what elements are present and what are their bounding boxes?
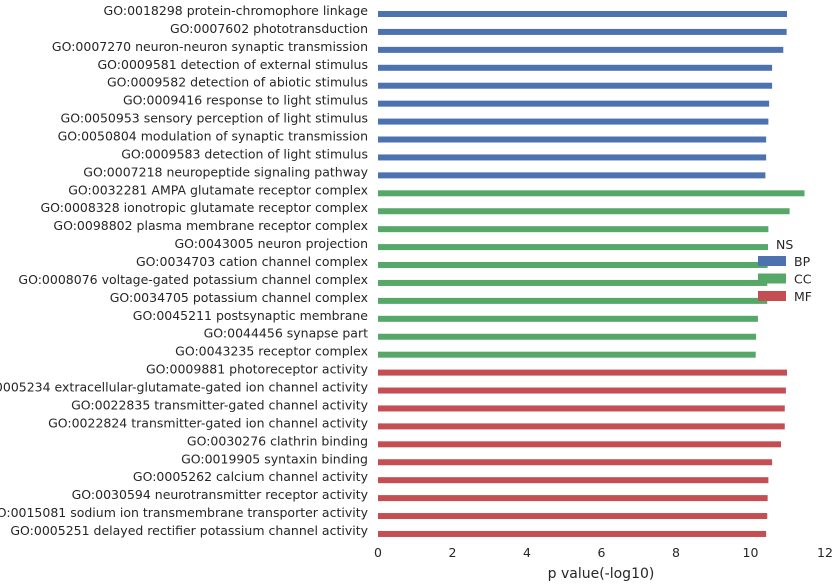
- legend-swatch-cc: [758, 273, 786, 284]
- category-label: GO:0032281 AMPA glutamate receptor compl…: [68, 182, 368, 197]
- x-tick-label: 12: [817, 545, 833, 560]
- category-label: GO:0022824 transmitter-gated ion channel…: [48, 415, 369, 430]
- category-label: GO:0007218 neuropeptide signaling pathwa…: [83, 164, 368, 179]
- bar-cc: [378, 315, 758, 322]
- bar-mf: [378, 459, 773, 466]
- bar-cc: [378, 244, 769, 251]
- bar-mf: [378, 423, 785, 430]
- category-label: GO:0043005 neuron projection: [174, 236, 368, 251]
- x-tick-label: 6: [598, 545, 606, 560]
- x-tick-label: 8: [672, 545, 680, 560]
- legend-swatch-bp: [758, 256, 786, 266]
- bar-mf: [378, 405, 785, 412]
- legend-title: NS: [776, 237, 793, 252]
- category-label: GO:0015081 sodium ion transmembrane tran…: [0, 505, 369, 520]
- bar-cc: [378, 333, 757, 340]
- bar-bp: [378, 82, 773, 89]
- x-tick-label: 0: [374, 545, 382, 560]
- bar-mf: [378, 513, 768, 520]
- category-label: GO:0050953 sensory perception of light s…: [61, 111, 368, 126]
- x-tick-label: 10: [743, 545, 759, 560]
- bar-mf: [378, 387, 786, 394]
- bar-bp: [378, 46, 784, 53]
- category-label: GO:0009881 photoreceptor activity: [146, 362, 369, 377]
- category-label: GO:0018298 protein-chromophore linkage: [104, 3, 369, 18]
- legend-swatch-mf: [758, 291, 786, 301]
- category-label: GO:0019905 syntaxin binding: [181, 451, 368, 466]
- category-label: GO:0045211 postsynaptic membrane: [133, 308, 369, 323]
- category-label: GO:0009581 detection of external stimulu…: [98, 57, 369, 72]
- bar-cc: [378, 297, 768, 304]
- category-label: GO:0034705 potassium channel complex: [110, 290, 368, 305]
- category-label: GO:0098802 plasma membrane receptor comp…: [53, 218, 368, 233]
- category-labels: GO:0018298 protein-chromophore linkage GO…: [0, 3, 369, 538]
- bar-bp: [378, 100, 770, 107]
- bar-cc: [378, 262, 768, 269]
- category-label: GO:0008076 voltage-gated potassium chann…: [18, 272, 368, 287]
- bar-bp: [378, 11, 788, 17]
- x-tick-label: 4: [523, 545, 531, 560]
- category-label: GO:0009582 detection of abiotic stimulus: [107, 75, 368, 90]
- bar-bp: [378, 136, 767, 143]
- category-label: GO:0030276 clathrin binding: [187, 433, 368, 448]
- bar-bp: [378, 118, 769, 125]
- category-label: GO:0009416 response to light stimulus: [123, 93, 368, 108]
- bar-mf: [378, 477, 769, 484]
- x-tick-label: 2: [449, 545, 457, 560]
- legend: NS BP CC MF: [758, 237, 812, 304]
- bar-bp: [378, 172, 766, 179]
- category-label: GO:0005262 calcium channel activity: [133, 469, 369, 484]
- bar-cc: [378, 226, 769, 233]
- category-label: GO:0044456 synapse part: [204, 326, 368, 341]
- bar-cc: [378, 351, 756, 358]
- legend-label-bp: BP: [794, 254, 811, 269]
- x-axis-ticks: 0 2 4 6 8 10 12: [374, 545, 833, 560]
- legend-label-cc: CC: [794, 272, 812, 287]
- category-label: GO:0008328 ionotropic glutamate receptor…: [41, 200, 369, 215]
- bar-mf: [378, 441, 782, 448]
- category-label: GO:0007270 neuron-neuron synaptic transm…: [52, 39, 368, 54]
- category-label: GO:0005251 delayed rectifier potassium c…: [10, 523, 368, 538]
- bar-mf: [378, 530, 767, 537]
- category-label: GO:0022835 transmitter-gated channel act…: [71, 397, 368, 412]
- category-label: GO:0030594 neurotransmitter receptor act…: [72, 487, 369, 502]
- bar-cc: [378, 190, 805, 197]
- category-label: GO:0009583 detection of light stimulus: [121, 146, 368, 161]
- bar-bp: [378, 154, 767, 161]
- bar-bp: [378, 28, 787, 35]
- legend-label-mf: MF: [794, 289, 812, 304]
- bars-layer: [378, 11, 805, 537]
- bar-cc: [378, 279, 768, 286]
- category-label: GO:0007602 phototransduction: [170, 21, 368, 36]
- category-label: GO:0043235 receptor complex: [175, 344, 368, 359]
- bar-cc: [378, 208, 790, 215]
- bar-bp: [378, 64, 773, 71]
- category-label: GO:0034703 cation channel complex: [136, 254, 368, 269]
- bar-mf: [378, 495, 768, 502]
- x-axis-label: p value(-log10): [548, 566, 655, 582]
- bar-mf: [378, 369, 788, 376]
- category-label: GO:0050804 modulation of synaptic transm…: [58, 129, 368, 144]
- category-label: GO:0005234 extracellular-glutamate-gated…: [0, 380, 369, 395]
